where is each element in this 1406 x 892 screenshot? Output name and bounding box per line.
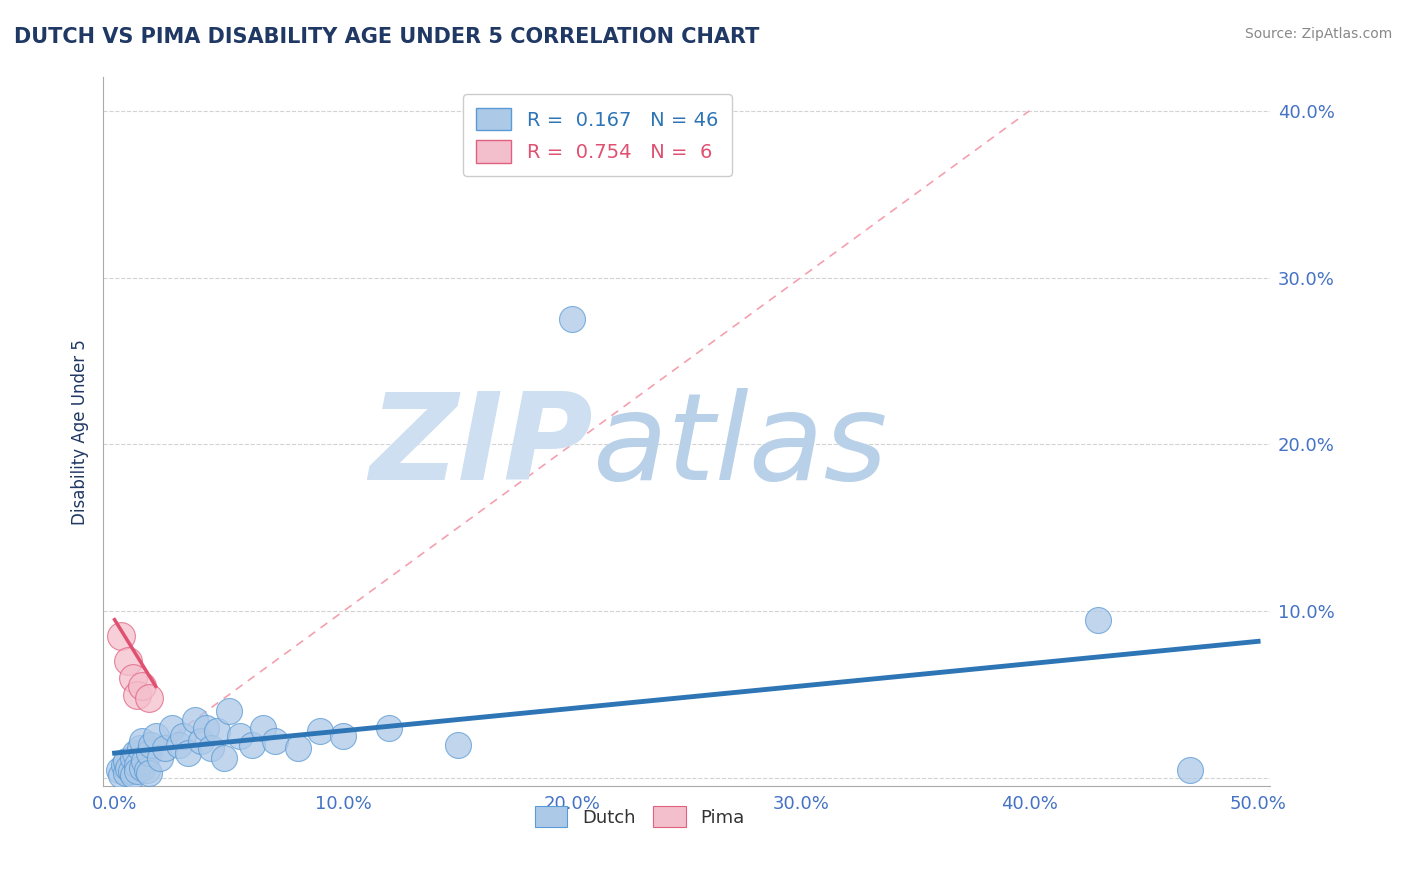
Point bbox=[121, 671, 143, 685]
Point bbox=[149, 751, 172, 765]
Point bbox=[117, 761, 139, 775]
Point bbox=[153, 741, 176, 756]
Point bbox=[127, 688, 149, 702]
Point bbox=[332, 730, 354, 744]
Point bbox=[229, 730, 252, 744]
Point bbox=[124, 746, 146, 760]
Point bbox=[138, 766, 160, 780]
Point bbox=[1087, 613, 1109, 627]
Point bbox=[172, 730, 194, 744]
Point bbox=[131, 734, 153, 748]
Point bbox=[120, 764, 142, 779]
Point bbox=[110, 768, 132, 782]
Point bbox=[138, 691, 160, 706]
Text: Source: ZipAtlas.com: Source: ZipAtlas.com bbox=[1244, 27, 1392, 41]
Point bbox=[446, 738, 468, 752]
Point bbox=[110, 629, 132, 643]
Point bbox=[131, 679, 153, 693]
Point bbox=[240, 738, 263, 752]
Legend: Dutch, Pima: Dutch, Pima bbox=[527, 799, 752, 834]
Point bbox=[200, 741, 222, 756]
Point bbox=[1178, 763, 1201, 777]
Point bbox=[160, 721, 183, 735]
Point bbox=[561, 312, 583, 326]
Point bbox=[190, 734, 212, 748]
Point bbox=[145, 730, 167, 744]
Point bbox=[138, 746, 160, 760]
Point bbox=[135, 763, 157, 777]
Point bbox=[128, 741, 150, 756]
Point bbox=[214, 751, 236, 765]
Point bbox=[121, 751, 143, 765]
Point bbox=[117, 654, 139, 668]
Point bbox=[218, 705, 240, 719]
Point bbox=[131, 761, 153, 775]
Point bbox=[309, 724, 332, 739]
Point bbox=[263, 734, 285, 748]
Point bbox=[115, 766, 138, 780]
Point bbox=[115, 755, 138, 769]
Point bbox=[195, 721, 218, 735]
Y-axis label: Disability Age Under 5: Disability Age Under 5 bbox=[72, 339, 89, 524]
Point bbox=[252, 721, 274, 735]
Text: DUTCH VS PIMA DISABILITY AGE UNDER 5 CORRELATION CHART: DUTCH VS PIMA DISABILITY AGE UNDER 5 COR… bbox=[14, 27, 759, 46]
Point bbox=[207, 724, 229, 739]
Point bbox=[177, 746, 200, 760]
Text: atlas: atlas bbox=[593, 388, 889, 505]
Point bbox=[134, 755, 156, 769]
Point bbox=[287, 741, 309, 756]
Point bbox=[112, 757, 135, 772]
Point bbox=[108, 763, 131, 777]
Point bbox=[141, 738, 163, 752]
Point bbox=[378, 721, 401, 735]
Point bbox=[127, 764, 149, 779]
Text: ZIP: ZIP bbox=[370, 388, 593, 505]
Point bbox=[127, 757, 149, 772]
Point bbox=[183, 713, 205, 727]
Point bbox=[121, 768, 143, 782]
Point bbox=[167, 738, 190, 752]
